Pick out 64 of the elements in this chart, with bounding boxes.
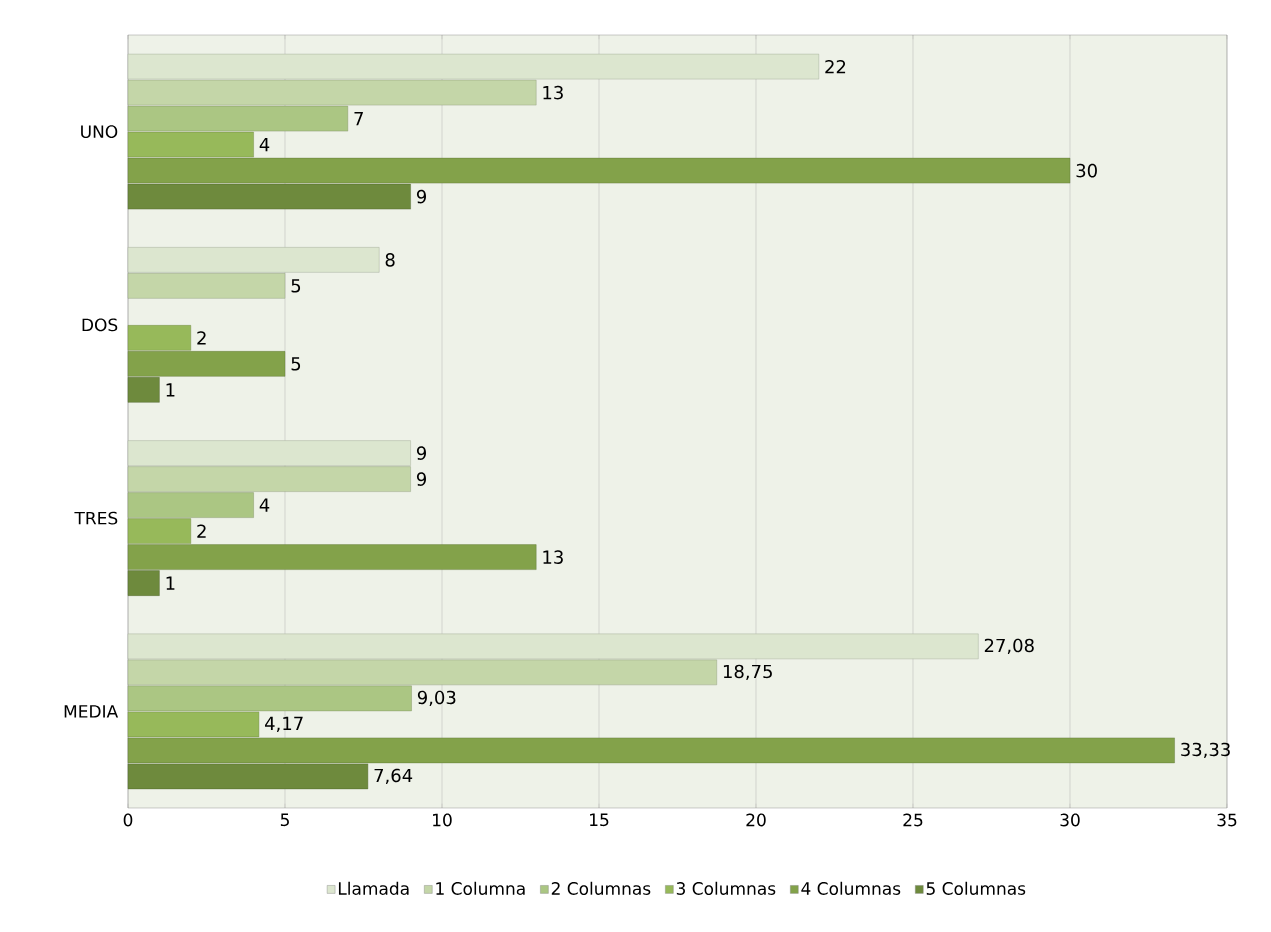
bar [127,737,1175,764]
x-tick-label: 5 [280,813,289,827]
data-label: 5 [291,279,301,293]
legend-label: 3 Columnas [676,881,776,895]
bar [127,466,411,492]
data-label: 13 [543,550,563,564]
bar [127,325,191,351]
data-label: 1 [166,576,175,590]
bar [127,157,1071,184]
data-label: 9 [416,189,426,204]
y-tick-label: DOS [82,318,118,332]
y-tick-label: MEDIA [64,705,119,718]
bar [127,659,717,686]
y-tick-label: TRES [74,511,118,525]
data-label: 9 [416,472,426,486]
legend-label: 5 Columnas [926,881,1026,895]
data-label: 9 [416,446,426,460]
data-label: 1 [166,383,175,397]
legend-label: 1 Columna [436,881,525,895]
x-tick-label: 20 [746,813,766,827]
bar [127,492,254,518]
data-label: 22 [825,59,846,74]
bar [127,440,411,466]
data-label: 4,17 [265,716,303,732]
bar [127,518,191,544]
x-tick-label: 25 [903,813,923,827]
data-label: 13 [543,85,563,100]
bar [127,131,254,158]
data-label: 7,64 [374,768,413,785]
x-tick-label: 0 [123,813,133,827]
bar [127,685,412,712]
data-label: 9,03 [417,690,456,707]
bar [127,273,286,299]
legend-label: 4 Columnas [801,881,901,895]
bar [127,570,160,596]
bar [127,711,260,738]
data-label: 33,33 [1181,742,1230,759]
bar [127,247,380,273]
data-label: 18,75 [723,664,772,681]
bar [127,763,369,790]
legend-label: 2 Columnas [551,881,651,895]
data-label: 27,08 [984,638,1034,655]
data-label: 7 [354,112,363,126]
data-label: 4 [259,498,270,512]
data-label: 8 [385,253,395,267]
bar [127,79,537,106]
data-label: 2 [197,331,206,345]
bar [127,183,411,210]
bar [127,351,286,377]
bar [127,633,979,660]
data-label: 4 [259,138,270,152]
x-tick-label: 30 [1060,813,1080,827]
bar [127,377,160,403]
bar [127,544,537,570]
data-label: 30 [1076,163,1097,178]
data-label: 2 [197,524,206,538]
x-tick-label: 15 [590,813,609,827]
x-tick-label: 35 [1217,813,1237,827]
bar [127,105,348,132]
x-tick-label: 10 [433,813,452,827]
y-tick-label: UNO [81,125,118,139]
bar [127,53,819,80]
data-label: 5 [291,357,301,371]
legend-label: Llamada [338,881,409,895]
